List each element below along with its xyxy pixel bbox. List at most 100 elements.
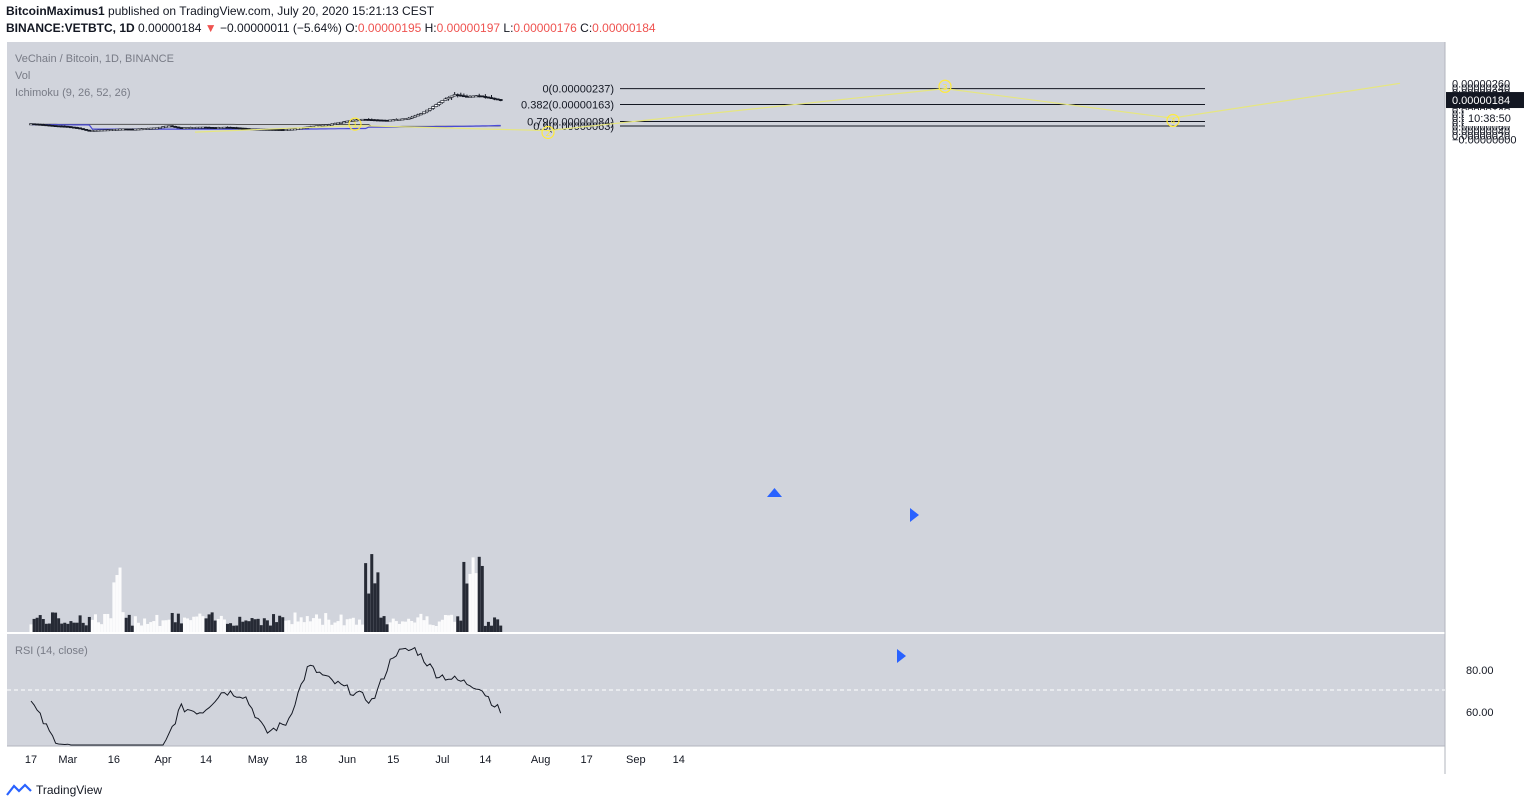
symbol-name[interactable]: BINANCE:VETBTC, 1D xyxy=(6,21,135,35)
wave-path xyxy=(194,82,1401,133)
volume-bar xyxy=(72,622,76,632)
volume-bar xyxy=(336,621,340,632)
candle-body xyxy=(219,126,224,129)
ohlc-line: BINANCE:VETBTC, 1D 0.00000184 ▼ −0.00000… xyxy=(6,21,656,35)
candle-body xyxy=(412,115,417,118)
candle-body xyxy=(234,127,239,130)
volume-bar xyxy=(456,616,460,632)
candle-body xyxy=(191,127,196,129)
candle-body xyxy=(477,95,482,98)
candle-body xyxy=(382,119,386,122)
fibonacci-levels: 0(0.00000237)0.382(0.00000163)0.79(0.000… xyxy=(521,84,1205,133)
volume-bar xyxy=(284,620,288,632)
volume-bar xyxy=(486,621,490,632)
price-chart[interactable]: 0(0.00000237)0.382(0.00000163)0.79(0.000… xyxy=(0,42,1536,777)
candle-body xyxy=(280,129,285,131)
volume-bar xyxy=(229,623,233,632)
candle-body xyxy=(458,94,463,97)
volume-bar xyxy=(167,619,171,632)
candle-body xyxy=(406,117,411,120)
candle-body xyxy=(323,124,328,127)
volume-bar xyxy=(431,625,435,632)
time-tick-label: May xyxy=(248,754,269,766)
volume-bar xyxy=(275,622,279,632)
volume-bar xyxy=(164,620,168,632)
open-label: O: xyxy=(345,21,358,35)
candle-body xyxy=(99,129,104,132)
price-tick-label: 0.00000040 xyxy=(1452,126,1510,138)
time-tick-label: 14 xyxy=(200,754,212,766)
markers: 1 2 3 4 xyxy=(348,79,1180,663)
candle-body xyxy=(329,123,334,126)
rsi-tick-label: 80.00 xyxy=(1466,665,1494,677)
candle-body xyxy=(397,118,402,121)
candle-body xyxy=(366,119,371,121)
volume-bar xyxy=(299,617,303,632)
candle-body xyxy=(121,128,126,131)
rsi-path xyxy=(30,646,502,746)
volume-bar xyxy=(244,620,248,632)
candle-body xyxy=(56,125,61,128)
rsi-pane[interactable] xyxy=(7,634,1445,746)
candle-body xyxy=(151,127,156,130)
candle-body xyxy=(495,98,500,101)
ichimoku-legend[interactable]: Ichimoku (9, 26, 52, 26) xyxy=(15,87,131,99)
time-tick-label: Jul xyxy=(435,754,449,766)
volume-bar xyxy=(318,618,322,632)
volume-bar xyxy=(100,624,104,632)
volume-bar xyxy=(394,621,398,632)
volume-bar xyxy=(397,623,401,632)
volume-bar xyxy=(213,620,217,632)
volume-bar xyxy=(97,622,101,632)
candle-body xyxy=(75,127,79,129)
tradingview-footer[interactable]: TradingView xyxy=(6,783,102,797)
volume-bar xyxy=(143,618,147,632)
candle-body xyxy=(133,128,138,131)
published-text: published on TradingView.com, July 20, 2… xyxy=(108,4,435,18)
volume-bar xyxy=(173,622,177,632)
candle-body xyxy=(145,128,150,130)
candle-body xyxy=(400,118,405,121)
volume-bar xyxy=(106,613,110,632)
volume-bar xyxy=(176,613,180,632)
volume-bar xyxy=(124,617,128,632)
candle-body xyxy=(465,95,469,98)
candle-body xyxy=(130,128,135,131)
candle-body xyxy=(148,127,153,130)
volume-bar xyxy=(459,620,463,632)
volume-bar xyxy=(189,620,193,632)
candle-body xyxy=(44,124,49,127)
volume-bar xyxy=(155,614,159,632)
tradingview-brand: TradingView xyxy=(36,783,103,797)
volume-bar xyxy=(115,575,119,632)
volume-bar xyxy=(370,554,374,632)
volume-bar xyxy=(69,621,73,632)
author-name[interactable]: BitcoinMaximus1 xyxy=(6,4,105,18)
volume-bar xyxy=(133,616,137,632)
volume-bar xyxy=(388,622,392,632)
vol-legend[interactable]: Vol xyxy=(15,70,31,82)
candle-body xyxy=(283,129,288,131)
candle-body xyxy=(185,127,190,129)
candle-body xyxy=(65,125,70,128)
price-pane[interactable] xyxy=(7,42,1445,632)
candle-body xyxy=(290,128,294,131)
volume-bar xyxy=(90,619,94,632)
volume-bar xyxy=(47,623,51,632)
chart-title[interactable]: VeChain / Bitcoin, 1D, BINANCE xyxy=(15,53,174,65)
volume-bar xyxy=(450,614,454,632)
fib-label: 0.382(0.00000163) xyxy=(521,100,614,112)
candle-body xyxy=(201,126,205,129)
rsi-legend[interactable]: RSI (14, close) xyxy=(15,645,88,657)
volume-bar xyxy=(480,565,484,632)
volume-bar xyxy=(471,557,475,632)
last-price-tag-label: 0.00000184 xyxy=(1452,95,1510,107)
candle-body xyxy=(115,128,119,131)
volume-bar xyxy=(410,620,414,632)
candle-body xyxy=(489,97,494,100)
candle-body xyxy=(394,119,399,121)
volume-bar xyxy=(38,615,42,632)
candle-body xyxy=(409,116,414,119)
time-tick-label: Aug xyxy=(531,754,551,766)
volume-bar xyxy=(302,622,306,632)
